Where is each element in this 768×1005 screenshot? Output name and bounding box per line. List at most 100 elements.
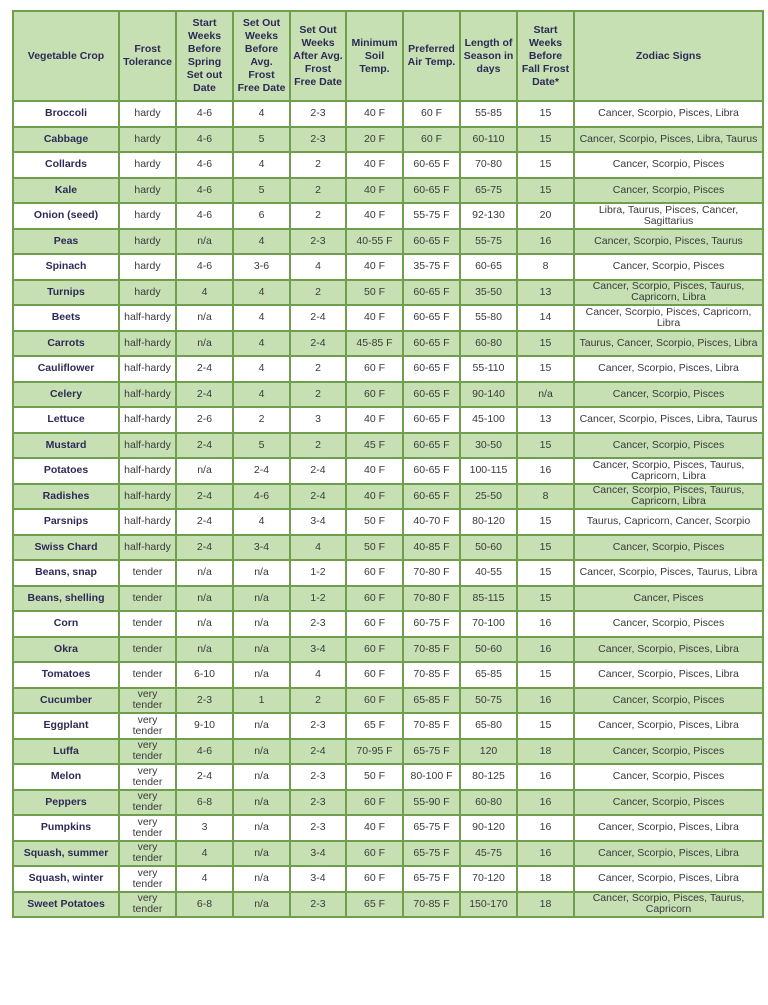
table-row: Kale hardy 4-6 5 2 40 F 60-65 F 65-75 15 Cancer, … (12, 176, 764, 204)
table-cell: 16 (516, 788, 575, 816)
crop-name-cell: Collards (12, 151, 120, 179)
table-cell: 65-85 F (402, 686, 461, 714)
table-cell: 60 F (345, 865, 404, 893)
table-cell: Cancer, Scorpio, Pisces, Capricorn, Libr… (573, 304, 764, 332)
table-cell: 2 (289, 278, 347, 306)
crop-name-cell: Kale (12, 176, 120, 204)
table-cell: hardy (118, 278, 177, 306)
table-cell: n/a (175, 304, 234, 332)
table-cell: 4-6 (175, 737, 234, 765)
crop-name-cell: Potatoes (12, 457, 120, 485)
table-cell: n/a (232, 737, 291, 765)
table-cell: 2-4 (175, 763, 234, 791)
table-cell: 4-6 (175, 151, 234, 179)
table-cell: 45-85 F (345, 329, 404, 357)
table-cell: 55-75 (459, 227, 518, 255)
table-cell: n/a (232, 661, 291, 689)
table-row: Parsnips half-hardy 2-4 4 3-4 50 F 40-70 F 80-1… (12, 508, 764, 536)
column-header: Set Out Weeks Before Avg. Frost Free Dat… (232, 10, 291, 102)
table-cell: 40 F (345, 304, 404, 332)
table-cell: 150-170 (459, 890, 518, 918)
crop-name-cell: Lettuce (12, 406, 120, 434)
table-cell: 4 (289, 661, 347, 689)
table-cell: Cancer, Scorpio, Pisces, Libra, Taurus (573, 406, 764, 434)
table-cell: 85-115 (459, 584, 518, 612)
table-cell: 1 (232, 686, 291, 714)
table-cell: 40 F (345, 202, 404, 230)
table-cell: 40 F (345, 814, 404, 842)
table-cell: hardy (118, 202, 177, 230)
table-cell: 60-65 F (402, 355, 461, 383)
table-cell: 2 (289, 176, 347, 204)
table-cell: 15 (516, 661, 575, 689)
table-cell: 3 (289, 406, 347, 434)
table-cell: Cancer, Scorpio, Pisces, Taurus, Caprico… (573, 890, 764, 918)
crop-name-cell: Carrots (12, 329, 120, 357)
column-header: Set Out Weeks After Avg. Frost Free Date (289, 10, 347, 102)
table-cell: 3 (175, 814, 234, 842)
table-cell: 2-3 (175, 686, 234, 714)
table-cell: 65-75 (459, 176, 518, 204)
column-header: Frost Tolerance (118, 10, 177, 102)
table-cell: 90-140 (459, 380, 518, 408)
table-cell: 80-125 (459, 763, 518, 791)
table-cell: 120 (459, 737, 518, 765)
table-cell: 35-50 (459, 278, 518, 306)
crop-name-cell: Radishes (12, 482, 120, 510)
table-cell: Cancer, Scorpio, Pisces (573, 737, 764, 765)
table-cell: Cancer, Scorpio, Pisces, Libra (573, 100, 764, 128)
table-cell: 4-6 (175, 125, 234, 153)
table-cell: 9-10 (175, 712, 234, 740)
table-cell: 2-4 (175, 380, 234, 408)
table-cell: very tender (118, 890, 177, 918)
table-cell: Cancer, Scorpio, Pisces, Taurus, Caprico… (573, 278, 764, 306)
table-cell: n/a (232, 890, 291, 918)
table-cell: 40-55 F (345, 227, 404, 255)
table-cell: 15 (516, 712, 575, 740)
table-cell: hardy (118, 151, 177, 179)
crop-name-cell: Spinach (12, 253, 120, 281)
table-cell: 2-3 (289, 227, 347, 255)
table-cell: 16 (516, 610, 575, 638)
table-row: Beans, snap tender n/a n/a 1-2 60 F 70-80 F 40-… (12, 559, 764, 587)
crop-name-cell: Turnips (12, 278, 120, 306)
crop-name-cell: Peppers (12, 788, 120, 816)
table-cell: 4 (232, 508, 291, 536)
table-cell: Cancer, Scorpio, Pisces, Libra (573, 839, 764, 867)
table-cell: 16 (516, 686, 575, 714)
table-cell: Cancer, Scorpio, Pisces (573, 763, 764, 791)
crop-name-cell: Mustard (12, 431, 120, 459)
crop-name-cell: Eggplant (12, 712, 120, 740)
table-cell: 60 F (345, 788, 404, 816)
table-cell: 2-4 (232, 457, 291, 485)
table-cell: 8 (516, 253, 575, 281)
header-row: Vegetable Crop Frost Tolerance Start Weeks… (12, 10, 764, 102)
table-cell: hardy (118, 125, 177, 153)
table-cell: hardy (118, 100, 177, 128)
table-cell: Cancer, Scorpio, Pisces (573, 533, 764, 561)
table-cell: Cancer, Scorpio, Pisces, Libra (573, 814, 764, 842)
crop-name-cell: Broccoli (12, 100, 120, 128)
table-cell: 45-100 (459, 406, 518, 434)
table-cell: Cancer, Scorpio, Pisces, Taurus, Libra (573, 559, 764, 587)
table-cell: Cancer, Scorpio, Pisces (573, 176, 764, 204)
table-cell: 2 (289, 431, 347, 459)
crop-name-cell: Beans, snap (12, 559, 120, 587)
table-cell: n/a (232, 788, 291, 816)
table-cell: tender (118, 635, 177, 663)
table-cell: 15 (516, 151, 575, 179)
table-row: Melon very tender 2-4 n/a 2-3 50 F 80-100 F 80-… (12, 763, 764, 791)
table-cell: 15 (516, 431, 575, 459)
table-row: Peas hardy n/a 4 2-3 40-55 F 60-65 F 55-75 16 Can… (12, 227, 764, 255)
table-cell: 55-80 (459, 304, 518, 332)
table-cell: 2-4 (175, 431, 234, 459)
table-cell: 4-6 (175, 100, 234, 128)
table-cell: 70-95 F (345, 737, 404, 765)
table-cell: 45-75 (459, 839, 518, 867)
table-cell: 2-3 (289, 100, 347, 128)
table-cell: 80-100 F (402, 763, 461, 791)
table-cell: 4-6 (175, 202, 234, 230)
table-cell: 40 F (345, 151, 404, 179)
crop-name-cell: Pumpkins (12, 814, 120, 842)
table-cell: half-hardy (118, 533, 177, 561)
